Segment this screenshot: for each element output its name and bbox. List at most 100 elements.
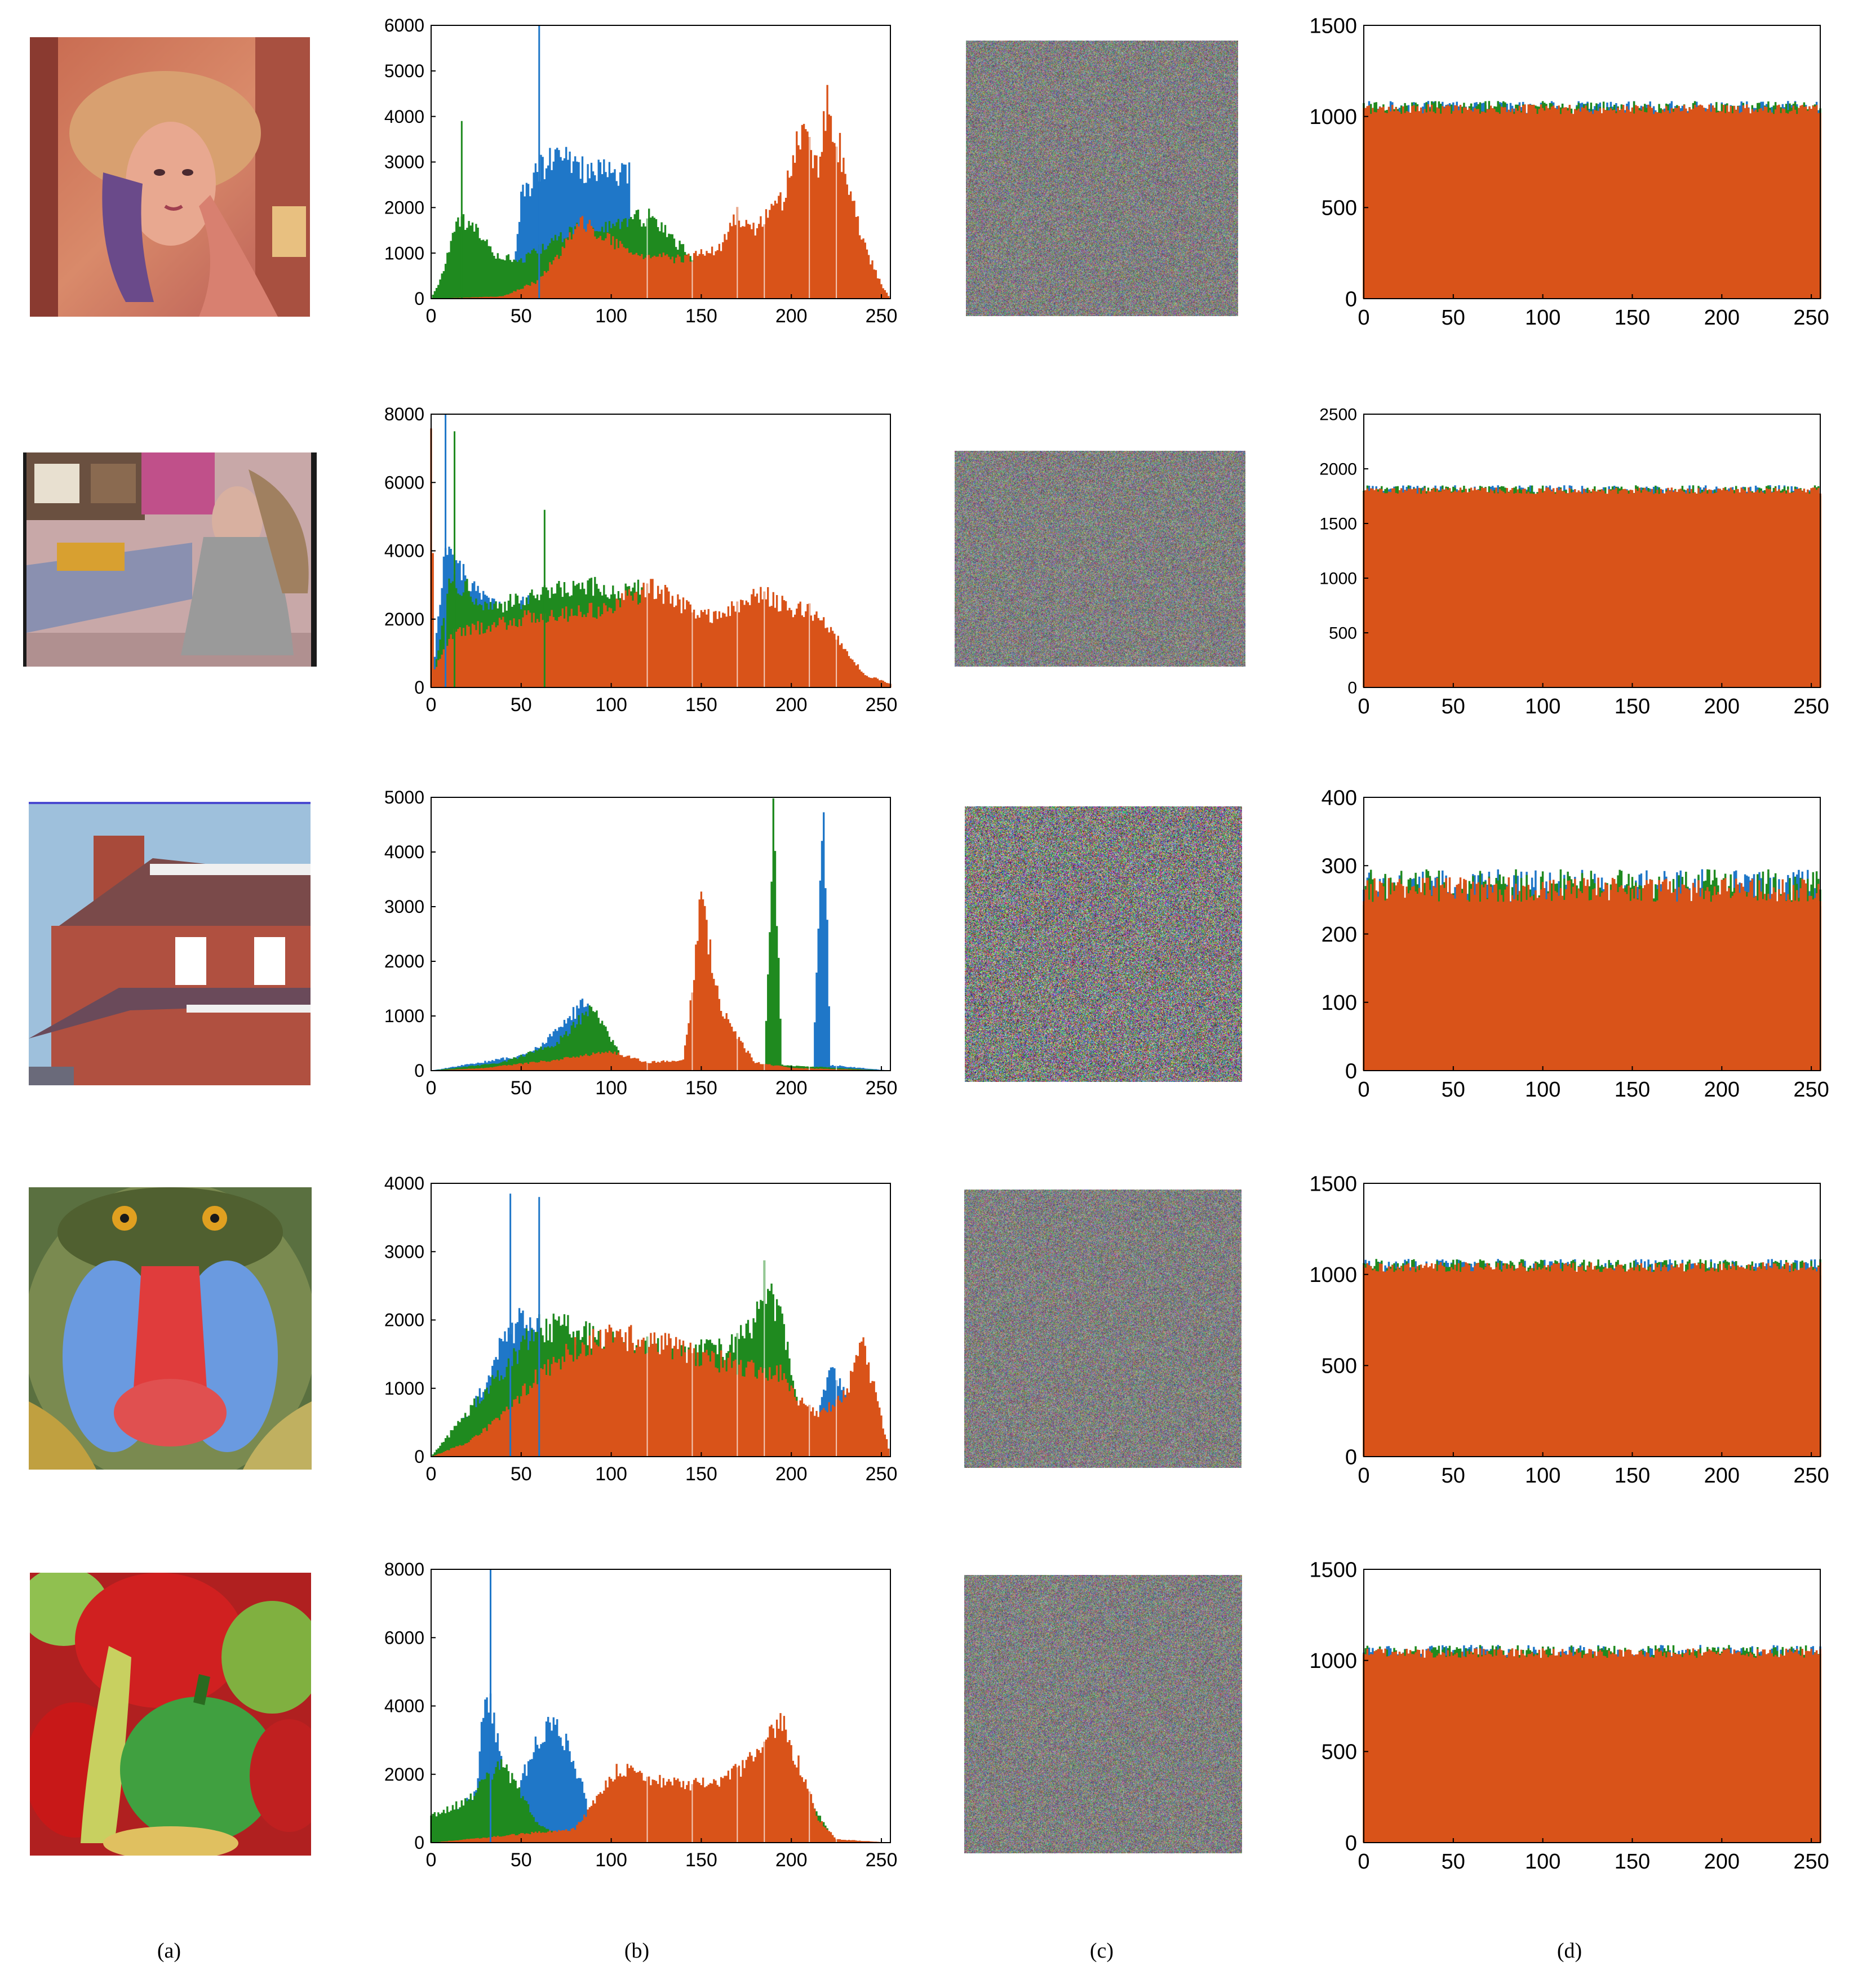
y-tick-label: 4000: [384, 1696, 424, 1716]
y-tick-label: 500: [1322, 1741, 1357, 1764]
y-tick-label: 4000: [384, 106, 424, 127]
y-tick-label: 500: [1322, 1355, 1357, 1378]
y-tick-label: 4000: [384, 842, 424, 862]
caption-c: (c): [1089, 1939, 1114, 1963]
caption-d: (d): [1557, 1939, 1582, 1963]
caption-a: (a): [157, 1939, 181, 1963]
encrypted-image-5: [964, 1575, 1242, 1853]
y-tick-label: 1000: [384, 1378, 424, 1399]
histogram-encrypted-1: 0 500 1000 1500 0 50 100 150 200 250: [1291, 11, 1832, 344]
x-tick-label: 200: [775, 1077, 808, 1099]
y-tick-label: 1000: [1309, 1649, 1357, 1673]
x-tick-label: 200: [775, 1463, 808, 1485]
bars: [430, 414, 892, 687]
x-tick-label: 0: [1358, 695, 1369, 718]
y-tick-label: 200: [1322, 923, 1357, 947]
x-tick-label: 100: [595, 1463, 627, 1485]
plot-frame: [1363, 1569, 1821, 1843]
histogram-original-5: 0 2000 4000 6000 8000 0 50 100 150 200 250: [383, 1555, 902, 1888]
x-tick-label: 200: [1704, 1078, 1740, 1102]
x-tick-label: 50: [511, 1077, 532, 1099]
y-tick-label: 4000: [384, 541, 424, 561]
y-tick-label: 8000: [384, 404, 424, 424]
x-tick-label: 250: [866, 694, 898, 716]
caption-b: (b): [624, 1939, 650, 1963]
x-tick-label: 0: [426, 1849, 437, 1871]
y-tick-label: 2000: [384, 609, 424, 629]
y-tick-label: 3000: [384, 1241, 424, 1262]
bars-fill: [1364, 114, 1820, 299]
y-tick-label: 2000: [1319, 460, 1357, 479]
x-tick-label: 50: [1442, 695, 1465, 718]
y-tick-label: 6000: [384, 472, 424, 492]
histogram-encrypted-5: 0 500 1000 1500 0 50 100 150 200 250: [1291, 1555, 1832, 1888]
x-tick-label: 50: [1442, 1464, 1465, 1488]
y-tick-label: 100: [1322, 991, 1357, 1015]
y-tick-label: 3000: [384, 897, 424, 917]
x-tick-label: 50: [511, 1463, 532, 1485]
x-tick-label: 200: [1704, 1850, 1740, 1874]
bars: [432, 25, 890, 299]
bars: [432, 797, 890, 1071]
x-tick-label: 100: [595, 305, 627, 327]
x-tick-label: 250: [866, 1849, 898, 1871]
x-tick-label: 200: [775, 305, 808, 327]
histogram-encrypted-5-svg: 0 500 1000 1500 0 50 100 150 200 250: [1309, 1558, 1829, 1874]
y-tick-label: 400: [1322, 786, 1357, 810]
bars: [1363, 1259, 1821, 1457]
y-tick-label: 0: [1345, 1445, 1357, 1469]
y-tick-label: 2000: [384, 1764, 424, 1785]
x-tick-label: 0: [426, 694, 437, 716]
x-tick-label: 150: [685, 1463, 717, 1485]
y-tick-label: 5000: [384, 61, 424, 81]
noise-canvas-2: [955, 451, 1245, 667]
x-tick-label: 100: [1525, 1464, 1560, 1488]
x-tick-label: 100: [1525, 306, 1560, 330]
histogram-original-3: 0 1000 2000 3000 4000 5000 0 50 100 150 200 250: [383, 783, 902, 1116]
histogram-original-1-svg: 0 1000 2000 3000 4000 5000 6000 0 50 100 150 200 250: [384, 15, 898, 327]
x-tick-label: 150: [1615, 1078, 1650, 1102]
x-tick-label: 0: [1358, 306, 1369, 330]
y-tick-label: 1000: [1309, 1263, 1357, 1287]
y-tick-label: 2000: [384, 1310, 424, 1330]
y-tick-label: 0: [414, 289, 424, 309]
x-tick-label: 150: [1615, 306, 1650, 330]
bars: [1363, 869, 1821, 1071]
x-tick-label: 150: [685, 1077, 717, 1099]
x-tick-label: 250: [1793, 1078, 1829, 1102]
x-tick-label: 0: [1358, 1850, 1369, 1874]
noise-canvas-5: [964, 1575, 1242, 1853]
bars: [1363, 101, 1821, 299]
encrypted-image-4: [964, 1190, 1241, 1468]
series-red: [430, 428, 892, 687]
histogram-original-2: 0 2000 4000 6000 8000 0 50 100 150 200 250: [383, 400, 902, 733]
x-tick-label: 100: [1525, 695, 1560, 718]
plot-frame: [1363, 1183, 1821, 1457]
histogram-original-1: 0 1000 2000 3000 4000 5000 6000 0 50 100 150 200 250: [383, 11, 902, 344]
series-blue: [432, 812, 890, 1071]
y-tick-label: 500: [1322, 197, 1357, 220]
x-tick-label: 250: [866, 305, 898, 327]
y-tick-label: 1000: [1319, 570, 1357, 588]
x-tick-label: 150: [1615, 1850, 1650, 1874]
x-tick-label: 0: [1358, 1078, 1369, 1102]
y-tick-label: 8000: [384, 1559, 424, 1579]
y-tick-label: 0: [1347, 679, 1357, 698]
histogram-encrypted-2-svg: 0 500 1000 1500 2000 2500 0 50 100 150 200 250: [1319, 406, 1829, 719]
image-peppers: [30, 1573, 311, 1856]
histogram-encrypted-3-svg: 0 100 200 300 400 0 50 100 150 200 250: [1322, 786, 1829, 1102]
noise-canvas-4: [964, 1190, 1241, 1468]
histogram-original-2-svg: 0 2000 4000 6000 8000 0 50 100 150 200 250: [384, 404, 898, 716]
x-tick-label: 0: [426, 1463, 437, 1485]
histogram-original-5-svg: 0 2000 4000 6000 8000 0 50 100 150 200 250: [384, 1559, 898, 1871]
y-tick-label: 3000: [384, 152, 424, 172]
y-tick-label: 6000: [384, 15, 424, 36]
y-tick-label: 0: [1345, 1059, 1357, 1083]
x-tick-label: 50: [1442, 1850, 1465, 1874]
x-tick-label: 200: [1704, 1464, 1740, 1488]
image-baboon: [29, 1187, 312, 1470]
bars: [1363, 485, 1821, 687]
encrypted-image-2: [955, 451, 1245, 667]
x-tick-label: 0: [426, 1077, 437, 1099]
y-tick-label: 500: [1329, 624, 1357, 643]
